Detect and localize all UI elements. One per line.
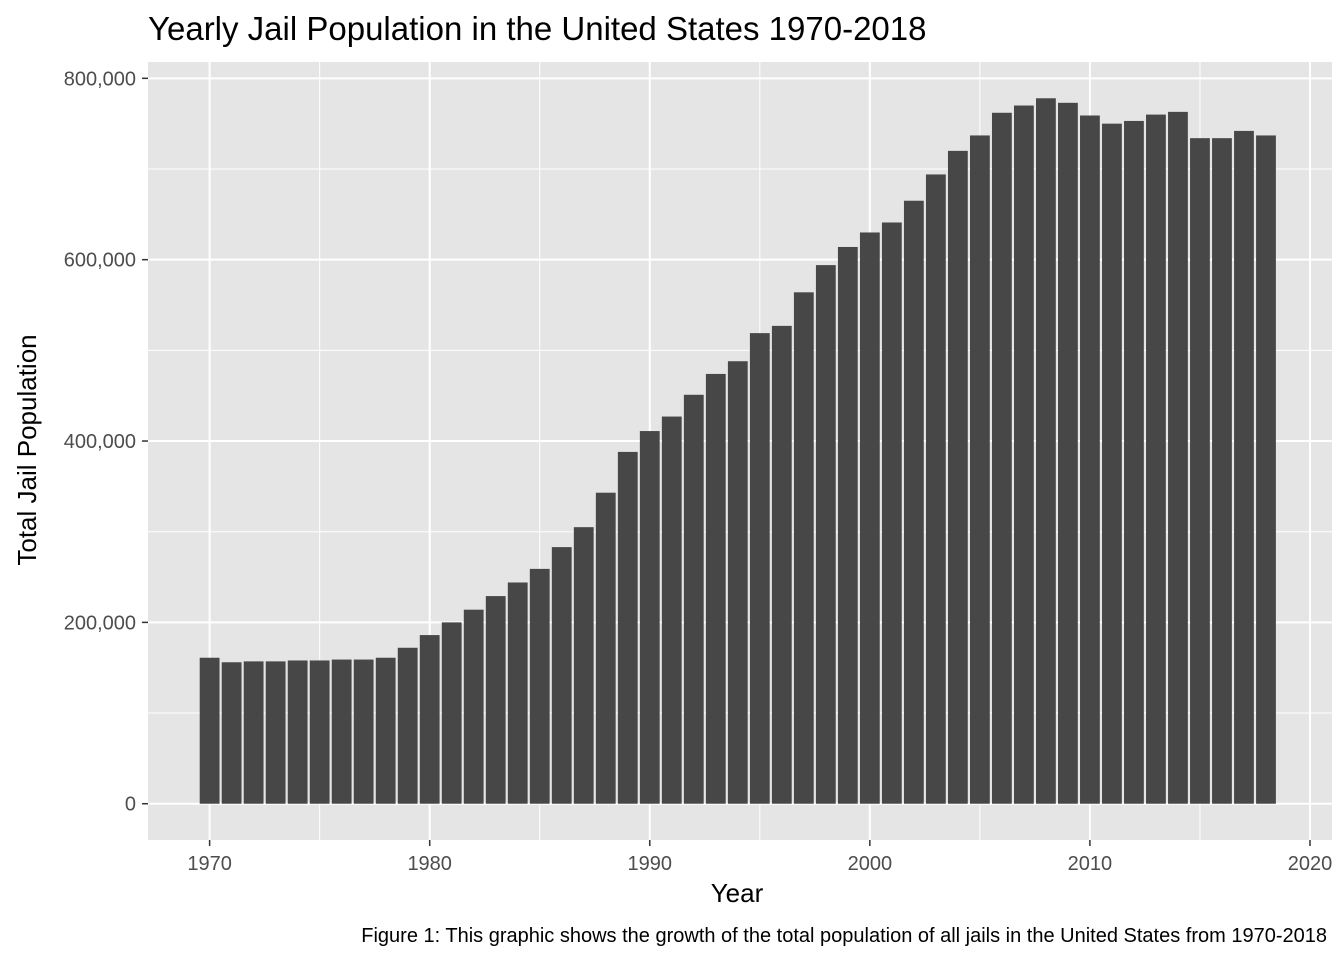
bar-1990 bbox=[639, 431, 660, 804]
bars bbox=[199, 98, 1276, 804]
bar-2011 bbox=[1102, 123, 1122, 804]
y-tick-label: 200,000 bbox=[64, 612, 136, 634]
x-axis-title: Year bbox=[711, 878, 764, 908]
x-tick-label: 2020 bbox=[1288, 853, 1333, 875]
bar-2015 bbox=[1190, 138, 1210, 804]
bar-1994 bbox=[727, 361, 748, 804]
bar-2009 bbox=[1058, 102, 1078, 804]
bar-1975 bbox=[309, 660, 330, 804]
bar-1979 bbox=[397, 647, 418, 804]
y-tick-label: 800,000 bbox=[64, 68, 136, 90]
bar-2002 bbox=[903, 200, 924, 804]
x-tick-label: 1980 bbox=[407, 853, 452, 875]
bar-1985 bbox=[529, 568, 550, 804]
bar-2003 bbox=[925, 174, 946, 804]
bar-1971 bbox=[221, 662, 242, 804]
bar-2006 bbox=[991, 112, 1012, 804]
bar-1989 bbox=[617, 451, 638, 804]
bar-2010 bbox=[1080, 115, 1100, 804]
bar-2014 bbox=[1168, 111, 1188, 804]
bar-2008 bbox=[1036, 98, 1056, 804]
bar-1991 bbox=[661, 416, 682, 804]
bar-1973 bbox=[265, 661, 286, 804]
x-tick-label: 2010 bbox=[1068, 853, 1113, 875]
axes: 1970 1980 1990 2000 2010 2020 0 200,000 400,000 6… bbox=[64, 68, 1333, 875]
bar-1988 bbox=[595, 492, 616, 804]
chart-title: Yearly Jail Population in the United Sta… bbox=[148, 10, 926, 47]
bar-2013 bbox=[1146, 114, 1166, 804]
bar-1998 bbox=[815, 265, 836, 804]
bar-2000 bbox=[859, 232, 880, 804]
bar-1993 bbox=[705, 373, 726, 804]
x-tick-label: 1970 bbox=[187, 853, 232, 875]
y-tick-label: 600,000 bbox=[64, 250, 136, 272]
bar-1996 bbox=[771, 325, 792, 804]
bar-1983 bbox=[485, 596, 506, 804]
bar-1970 bbox=[199, 657, 220, 804]
bar-2004 bbox=[947, 150, 968, 804]
x-tick-label: 1990 bbox=[628, 853, 673, 875]
x-tick-label: 2000 bbox=[848, 853, 893, 875]
bar-1976 bbox=[331, 659, 352, 804]
bar-2016 bbox=[1212, 138, 1232, 804]
bar-1977 bbox=[353, 659, 374, 804]
bar-1999 bbox=[837, 246, 858, 804]
bar-1981 bbox=[441, 622, 462, 804]
bar-1992 bbox=[683, 394, 704, 804]
bar-2007 bbox=[1013, 105, 1034, 804]
y-tick-label: 0 bbox=[125, 794, 136, 816]
y-tick-label: 400,000 bbox=[64, 431, 136, 453]
bar-1980 bbox=[419, 635, 440, 804]
figure-caption: Figure 1: This graphic shows the growth … bbox=[361, 925, 1327, 947]
bar-1982 bbox=[463, 609, 484, 804]
bar-2018 bbox=[1256, 135, 1276, 804]
bar-1986 bbox=[551, 547, 572, 804]
bar-2001 bbox=[881, 222, 902, 804]
bar-1995 bbox=[749, 333, 770, 804]
bar-1974 bbox=[287, 660, 308, 804]
y-axis-title: Total Jail Population bbox=[12, 334, 42, 565]
bar-1978 bbox=[375, 657, 396, 804]
bar-2017 bbox=[1234, 130, 1254, 804]
bar-1972 bbox=[243, 661, 264, 804]
bar-2012 bbox=[1124, 120, 1144, 804]
bar-2005 bbox=[969, 135, 990, 804]
bar-1984 bbox=[507, 582, 528, 804]
bar-1997 bbox=[793, 292, 814, 804]
bar-1987 bbox=[573, 527, 594, 804]
